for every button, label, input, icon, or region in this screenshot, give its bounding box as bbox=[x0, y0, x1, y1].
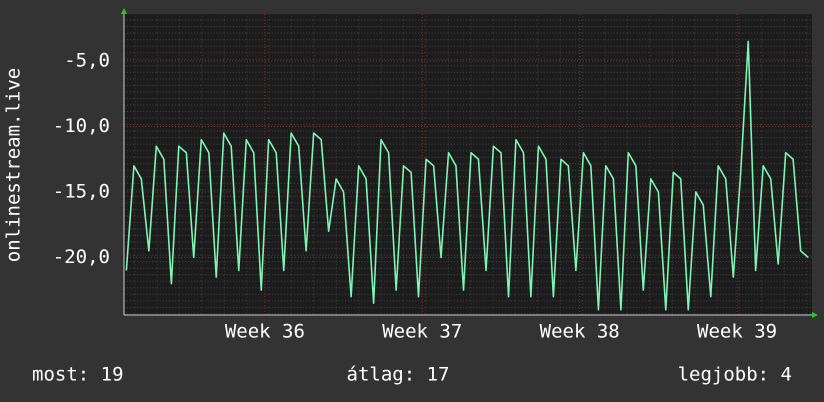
y-tick-label: -20,0 bbox=[53, 246, 110, 268]
x-tick-label: Week 39 bbox=[697, 321, 777, 343]
y-axis-label: onlinestream.live bbox=[3, 68, 25, 262]
footer-best: legjobb: 4 bbox=[678, 364, 792, 386]
y-tick-label: -5,0 bbox=[64, 50, 110, 72]
x-arrow bbox=[812, 312, 818, 318]
plot bbox=[125, 40, 809, 311]
y-arrow bbox=[121, 8, 127, 14]
footer-average: átlag: 17 bbox=[347, 364, 450, 386]
y-tick-label: -15,0 bbox=[53, 180, 110, 202]
x-tick-label: Week 38 bbox=[540, 321, 620, 343]
footer-current: most: 19 bbox=[32, 364, 124, 386]
series-line bbox=[125, 40, 809, 311]
x-tick-label: Week 37 bbox=[382, 321, 462, 343]
y-tick-label: -10,0 bbox=[53, 115, 110, 137]
x-tick-label: Week 36 bbox=[225, 321, 305, 343]
